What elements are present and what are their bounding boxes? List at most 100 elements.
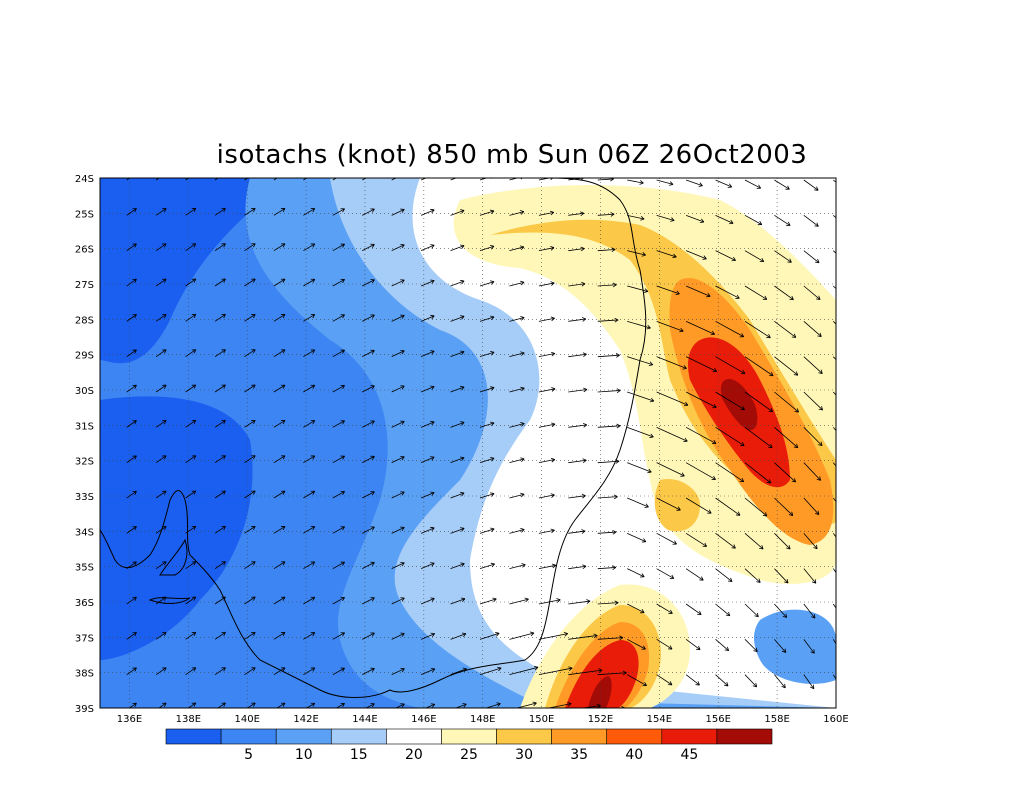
wind-arrow xyxy=(155,313,167,322)
wind-arrow xyxy=(774,497,794,516)
wind-arrow xyxy=(450,632,467,640)
wind-arrow xyxy=(509,351,525,358)
wind-arrow xyxy=(568,246,585,252)
lon-label: 158E xyxy=(764,714,789,725)
wind-arrow xyxy=(774,639,787,653)
wind-arrow xyxy=(597,353,620,358)
lat-label: 29S xyxy=(75,351,94,362)
wind-arrow xyxy=(656,532,677,545)
wind-arrow xyxy=(803,674,815,690)
wind-arrow xyxy=(774,356,799,376)
wind-arrow xyxy=(214,313,226,322)
wind-arrow xyxy=(303,455,316,464)
wind-arrow xyxy=(273,278,286,287)
wind-arrow xyxy=(185,278,197,287)
wind-arrow xyxy=(450,178,463,181)
wind-arrow xyxy=(715,533,736,549)
wind-arrow xyxy=(656,462,685,477)
wind-arrow xyxy=(774,391,800,413)
wind-arrow xyxy=(803,321,822,338)
wind-arrow xyxy=(394,703,405,708)
wind-arrow xyxy=(685,426,717,445)
wind-arrow xyxy=(332,384,345,393)
wind-arrow xyxy=(332,314,345,322)
wind-arrow xyxy=(627,568,645,578)
wind-arrow xyxy=(362,667,375,676)
colorbar-swatch xyxy=(606,728,663,745)
colorbar-swatch xyxy=(220,728,277,745)
wind-arrow xyxy=(126,349,137,357)
wind-arrow xyxy=(450,421,465,428)
wind-arrow xyxy=(332,490,345,499)
wind-arrow xyxy=(538,666,573,676)
wind-arrow xyxy=(568,422,588,428)
wind-arrow xyxy=(391,667,405,676)
wind-arrow xyxy=(803,215,819,227)
wind-arrow xyxy=(538,598,561,605)
wind-arrow xyxy=(391,279,405,287)
wind-arrow xyxy=(538,387,556,393)
wind-arrow xyxy=(420,244,435,252)
wind-arrow xyxy=(185,349,197,357)
wind-arrow xyxy=(450,597,466,605)
wind-arrow xyxy=(185,384,197,393)
wind-arrow xyxy=(686,710,699,721)
wind-arrow xyxy=(420,597,435,605)
wind-arrow xyxy=(509,665,539,676)
wind-arrow xyxy=(244,313,256,322)
wind-arrow xyxy=(832,674,836,680)
wind-arrow xyxy=(303,349,316,358)
wind-arrow xyxy=(391,314,405,322)
wind-arrow xyxy=(362,243,375,252)
wind-arrow xyxy=(185,631,197,640)
wind-arrow xyxy=(744,356,774,377)
lon-label: 136E xyxy=(117,714,142,725)
lon-label: 154E xyxy=(647,714,672,725)
wind-arrow xyxy=(126,178,131,181)
wind-arrow xyxy=(273,178,278,181)
wind-arrow xyxy=(303,243,316,252)
wind-arrow xyxy=(273,314,286,322)
wind-arrow xyxy=(509,280,525,287)
wind-arrow xyxy=(391,385,405,393)
lat-label: 39S xyxy=(75,704,94,715)
wind-arrow xyxy=(774,427,799,449)
lat-label: 27S xyxy=(75,280,94,291)
wind-arrow xyxy=(126,526,137,534)
wind-arrow xyxy=(715,285,740,299)
wind-arrow xyxy=(685,603,702,616)
wind-arrow xyxy=(244,631,256,640)
wind-arrow xyxy=(627,674,647,687)
wind-arrow xyxy=(803,250,820,264)
wind-arrow xyxy=(126,243,137,251)
wind-arrow xyxy=(362,455,375,464)
wind-arrow xyxy=(509,457,525,464)
wind-arrow xyxy=(509,210,525,216)
lat-label: 32S xyxy=(75,457,94,468)
wind-arrow xyxy=(244,178,249,181)
wind-arrow xyxy=(515,701,537,708)
wind-arrow xyxy=(303,420,316,428)
wind-arrow xyxy=(244,349,256,358)
wind-arrow xyxy=(214,455,226,463)
wind-arrow xyxy=(568,599,591,605)
colorbar-swatch xyxy=(441,728,497,745)
lon-label: 156E xyxy=(706,714,731,725)
wind-arrow xyxy=(185,243,197,251)
wind-arrow xyxy=(774,568,789,584)
wind-arrow xyxy=(656,356,687,370)
wind-arrow xyxy=(715,250,736,262)
wind-arrow xyxy=(126,314,137,322)
wind-arrow xyxy=(744,250,765,263)
wind-arrow xyxy=(715,462,745,483)
wind-arrow xyxy=(832,603,836,609)
latitude-labels: 24S 25S 26S 27S 28S 29S 30S 31S 32S 33S 34S 35S 36S 3… xyxy=(75,174,94,715)
wind-arrow xyxy=(774,250,792,263)
wind-arrow xyxy=(420,491,435,499)
wind-arrow xyxy=(155,667,167,675)
wind-arrow xyxy=(273,384,286,393)
colorbar-swatch xyxy=(330,728,387,745)
colorbar-label: 20 xyxy=(405,747,423,763)
wind-arrow xyxy=(479,632,500,640)
wind-arrow xyxy=(744,462,772,484)
